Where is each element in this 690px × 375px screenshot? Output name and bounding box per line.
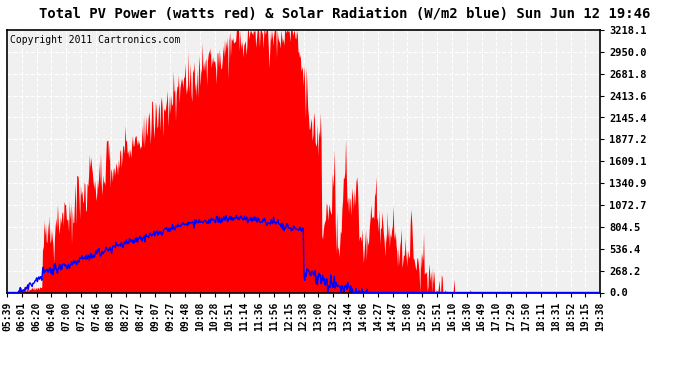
Text: Copyright 2011 Cartronics.com: Copyright 2011 Cartronics.com [10,35,180,45]
Text: Total PV Power (watts red) & Solar Radiation (W/m2 blue) Sun Jun 12 19:46: Total PV Power (watts red) & Solar Radia… [39,8,651,21]
